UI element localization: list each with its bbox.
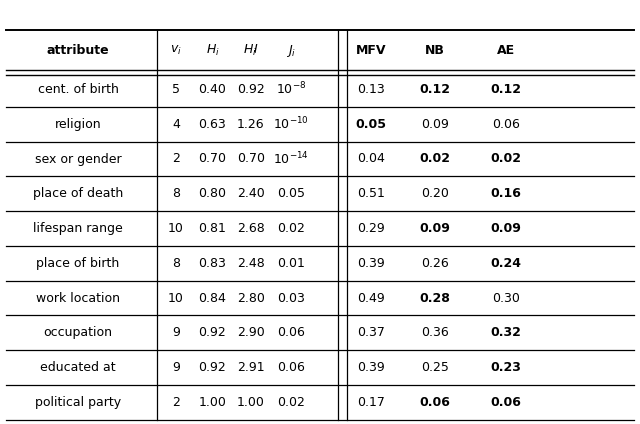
Text: 0.29: 0.29 <box>357 222 385 235</box>
Text: 0.06: 0.06 <box>490 396 521 409</box>
Text: 1.00: 1.00 <box>237 396 265 409</box>
Text: 0.51: 0.51 <box>357 187 385 200</box>
Text: 2.90: 2.90 <box>237 326 265 339</box>
Text: cent. of birth: cent. of birth <box>38 83 118 96</box>
Text: 0.70: 0.70 <box>198 153 227 165</box>
Text: AE: AE <box>497 45 515 57</box>
Text: 0.49: 0.49 <box>357 292 385 304</box>
Text: work location: work location <box>36 292 120 304</box>
Text: $H_i\!I$: $H_i\!I$ <box>243 43 259 59</box>
Text: 0.16: 0.16 <box>490 187 521 200</box>
Text: 0.25: 0.25 <box>421 361 449 374</box>
Text: 0.02: 0.02 <box>490 153 521 165</box>
Text: 0.06: 0.06 <box>420 396 451 409</box>
Text: 10: 10 <box>168 222 184 235</box>
Text: 8: 8 <box>172 257 180 270</box>
Text: $10^{-8}$: $10^{-8}$ <box>276 81 307 98</box>
Text: MFV: MFV <box>356 45 387 57</box>
Text: 2: 2 <box>172 396 180 409</box>
Text: political party: political party <box>35 396 121 409</box>
Text: religion: religion <box>55 118 101 131</box>
Text: 0.39: 0.39 <box>357 361 385 374</box>
Text: 0.92: 0.92 <box>198 361 227 374</box>
Text: 4: 4 <box>172 118 180 131</box>
Text: 0.83: 0.83 <box>198 257 227 270</box>
Text: 0.09: 0.09 <box>490 222 521 235</box>
Text: 0.06: 0.06 <box>492 118 520 131</box>
Text: 0.06: 0.06 <box>277 326 305 339</box>
Text: 0.40: 0.40 <box>198 83 227 96</box>
Text: occupation: occupation <box>44 326 113 339</box>
Text: 2.40: 2.40 <box>237 187 265 200</box>
Text: 9: 9 <box>172 361 180 374</box>
Text: 0.17: 0.17 <box>357 396 385 409</box>
Text: 0.01: 0.01 <box>277 257 305 270</box>
Text: 0.24: 0.24 <box>490 257 521 270</box>
Text: 0.04: 0.04 <box>357 153 385 165</box>
Text: 0.37: 0.37 <box>357 326 385 339</box>
Text: 2.68: 2.68 <box>237 222 265 235</box>
Text: 0.63: 0.63 <box>198 118 227 131</box>
Text: educated at: educated at <box>40 361 116 374</box>
Text: 2: 2 <box>172 153 180 165</box>
Text: 0.09: 0.09 <box>420 222 451 235</box>
Text: attribute: attribute <box>47 45 109 57</box>
Text: 0.70: 0.70 <box>237 153 265 165</box>
Text: 0.05: 0.05 <box>277 187 305 200</box>
Text: 0.80: 0.80 <box>198 187 227 200</box>
Text: 0.30: 0.30 <box>492 292 520 304</box>
Text: 0.05: 0.05 <box>356 118 387 131</box>
Text: $10^{-14}$: $10^{-14}$ <box>273 151 309 167</box>
Text: 0.39: 0.39 <box>357 257 385 270</box>
Text: place of birth: place of birth <box>36 257 120 270</box>
Text: 0.84: 0.84 <box>198 292 227 304</box>
Text: $J_i$: $J_i$ <box>286 43 296 59</box>
Text: 0.09: 0.09 <box>421 118 449 131</box>
Text: $v_i$: $v_i$ <box>170 45 182 57</box>
Text: 1.00: 1.00 <box>198 396 227 409</box>
Text: 2.48: 2.48 <box>237 257 265 270</box>
Text: 0.02: 0.02 <box>420 153 451 165</box>
Text: 0.92: 0.92 <box>237 83 265 96</box>
Text: 5: 5 <box>172 83 180 96</box>
Text: 0.02: 0.02 <box>277 222 305 235</box>
Text: 0.23: 0.23 <box>490 361 521 374</box>
Text: lifespan range: lifespan range <box>33 222 123 235</box>
Text: 10: 10 <box>168 292 184 304</box>
Text: place of death: place of death <box>33 187 124 200</box>
Text: 0.36: 0.36 <box>421 326 449 339</box>
Text: 0.32: 0.32 <box>490 326 521 339</box>
Text: 0.06: 0.06 <box>277 361 305 374</box>
Text: 8: 8 <box>172 187 180 200</box>
Text: 0.02: 0.02 <box>277 396 305 409</box>
Text: $10^{-10}$: $10^{-10}$ <box>273 116 309 133</box>
Text: 0.13: 0.13 <box>357 83 385 96</box>
Text: 0.12: 0.12 <box>420 83 451 96</box>
Text: 0.20: 0.20 <box>421 187 449 200</box>
Text: 0.12: 0.12 <box>490 83 521 96</box>
Text: 9: 9 <box>172 326 180 339</box>
Text: 0.03: 0.03 <box>277 292 305 304</box>
Text: 0.26: 0.26 <box>421 257 449 270</box>
Text: sex or gender: sex or gender <box>35 153 122 165</box>
Text: 1.26: 1.26 <box>237 118 265 131</box>
Text: 2.91: 2.91 <box>237 361 265 374</box>
Text: NB: NB <box>425 45 445 57</box>
Text: 0.92: 0.92 <box>198 326 227 339</box>
Text: $H_i$: $H_i$ <box>205 43 220 59</box>
Text: 0.81: 0.81 <box>198 222 227 235</box>
Text: 0.28: 0.28 <box>420 292 451 304</box>
Text: 2.80: 2.80 <box>237 292 265 304</box>
